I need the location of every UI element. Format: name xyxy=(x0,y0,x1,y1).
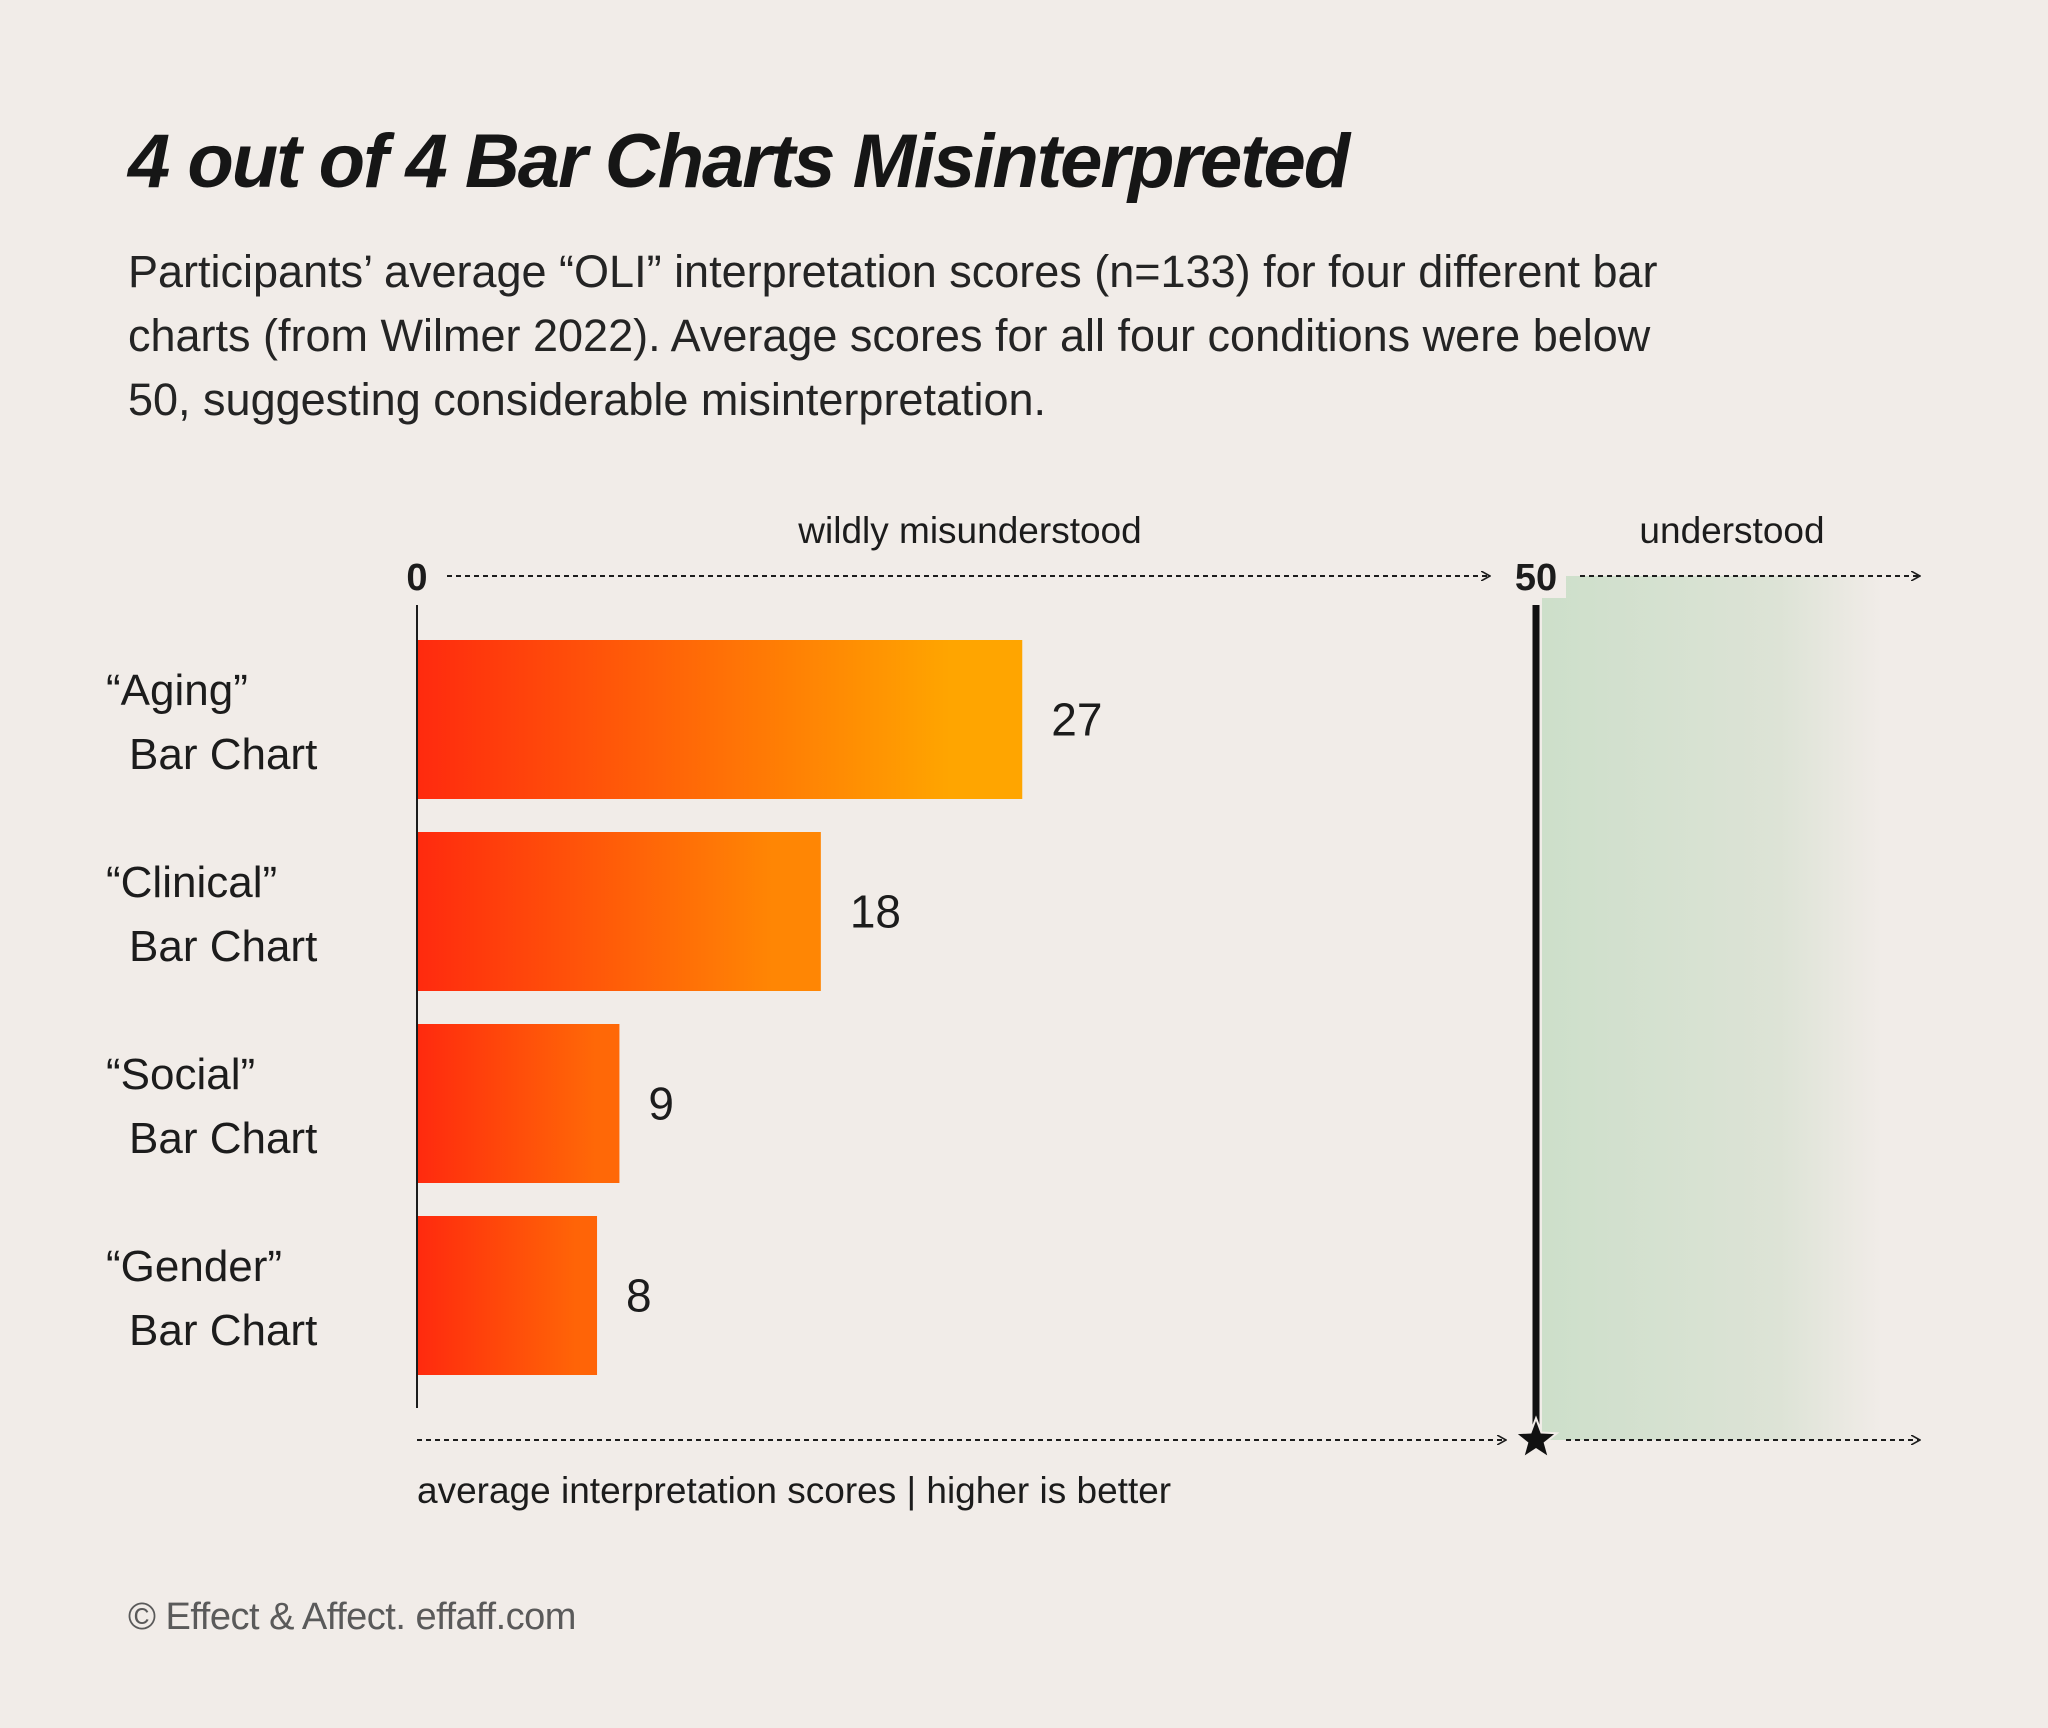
chart-subtitle: Participants’ average “OLI” interpretati… xyxy=(128,246,1658,425)
bar xyxy=(418,1024,620,1183)
category-label: “Aging” xyxy=(106,666,248,715)
data-label: 27 xyxy=(1051,694,1102,746)
tick-label: 50 xyxy=(1515,557,1557,599)
understood-region xyxy=(1542,576,1882,1440)
category-label: Bar Chart xyxy=(129,1114,317,1163)
category-label: Bar Chart xyxy=(129,730,317,779)
data-label: 8 xyxy=(626,1270,652,1322)
tick-label: 0 xyxy=(406,557,427,599)
chart-title: 4 out of 4 Bar Charts Misinterpreted xyxy=(128,119,1350,204)
bar xyxy=(418,832,821,991)
bar xyxy=(418,640,1023,799)
category-label: Bar Chart xyxy=(129,922,317,971)
region-label-above: understood xyxy=(1639,510,1824,551)
star-icon xyxy=(1512,1415,1560,1461)
region-label-below: wildly misunderstood xyxy=(797,510,1141,551)
source-credit: © Effect & Affect. effaff.com xyxy=(128,1596,576,1638)
category-label: “Social” xyxy=(106,1050,255,1099)
category-label: “Gender” xyxy=(106,1242,282,1291)
data-label: 18 xyxy=(850,886,901,938)
bar xyxy=(418,1216,598,1375)
x-axis-label: average interpretation scores | higher i… xyxy=(417,1470,1171,1511)
data-label: 9 xyxy=(648,1078,674,1130)
tick-label-bg xyxy=(1506,550,1566,598)
category-label: Bar Chart xyxy=(129,1306,317,1355)
category-label: “Clinical” xyxy=(106,858,277,907)
